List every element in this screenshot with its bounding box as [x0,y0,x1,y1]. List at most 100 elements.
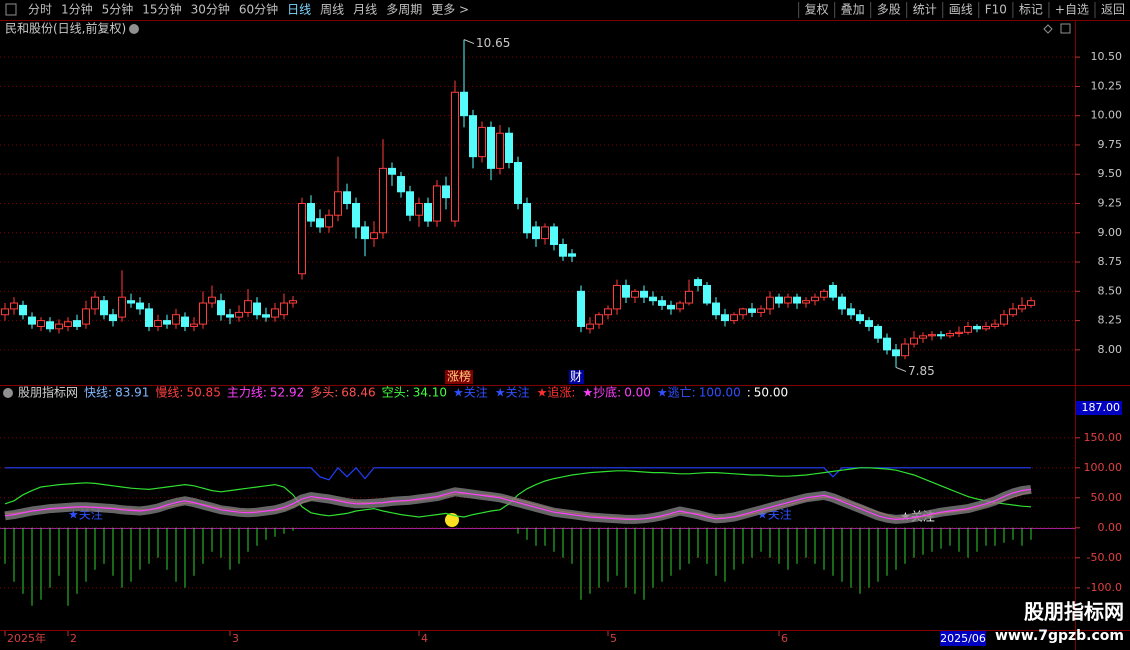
candle-body [235,311,243,318]
toolbar-item[interactable]: 5分钟 [102,2,134,17]
legend-value: 50.85 [186,386,220,400]
candle-body [811,296,819,302]
candle-body [730,314,738,322]
candle-body [496,132,504,169]
y-tick-label: 50.00 [1091,491,1123,504]
candle-body [982,325,990,330]
diamond-icon[interactable] [1043,24,1053,34]
candle-body [289,300,297,304]
toolbar-item[interactable]: 15分钟 [142,2,181,17]
candle-body [82,308,90,325]
toolbar-item[interactable]: 日线 [287,3,311,17]
candle-body [424,203,432,222]
max-pointer [463,39,475,45]
candle-body [1027,300,1035,306]
candle-body [433,185,441,222]
toolbar-item[interactable]: 多周期 [386,3,422,17]
indicator-menu[interactable] [3,388,13,398]
candle-body [784,296,792,304]
y-tick-label: 9.50 [1098,167,1123,180]
candle-body [136,302,144,310]
toolbar-item[interactable]: 60分钟 [239,2,278,17]
candle-body [127,300,135,304]
candle-body [532,226,540,240]
candle-body [379,167,387,234]
legend-name: 慢线: [155,386,183,400]
y-tick-label: 8.75 [1098,255,1123,268]
candle-body [559,243,567,257]
candle-body [55,323,63,330]
candle-body [190,323,198,327]
candle-body [658,300,666,306]
series-line [4,467,1032,518]
candle-body [100,300,108,316]
candle-body [181,316,189,327]
candle-body [820,290,828,298]
toolbar-item[interactable]: 复权 [805,3,829,17]
candle-body [568,253,576,257]
legend-value: 83.91 [115,386,149,400]
candle-body [838,296,846,310]
candle-body [892,349,900,357]
menu-icon[interactable] [5,3,17,16]
candle-body [73,320,81,327]
candle-body [262,314,270,318]
toolbar-item[interactable]: 分时 [28,3,52,17]
candle-body [469,115,477,158]
candle-body [451,91,459,222]
legend-value: 52.92 [270,386,304,400]
candle-body [352,203,360,228]
signal-dot [445,513,459,527]
candle-body [46,321,54,330]
toolbar-item[interactable]: 30分钟 [191,2,230,17]
toolbar-item[interactable]: 标记 [1019,3,1043,17]
candle-body [739,308,747,316]
candle-body [694,279,702,286]
legend-name: 空头: [382,386,410,400]
candle-body [577,290,585,327]
candle-body [703,284,711,304]
candle-body [361,226,369,240]
toolbar-item[interactable]: F10 [985,3,1007,17]
candle-body [406,191,414,216]
legend-value: 34.10 [413,386,447,400]
cursor-date: 2025/06 [940,632,986,645]
candle-body [928,334,936,337]
toolbar-item[interactable]: +自选 [1055,3,1089,17]
candle-body [514,162,522,204]
candle-body [478,126,486,158]
candle-body [856,314,864,322]
candle-body [649,296,657,302]
toolbar-item[interactable]: 画线 [949,3,973,17]
candle-body [28,316,36,325]
toolbar-item[interactable]: 统计 [913,3,937,17]
toolbar-item[interactable]: 返回 [1101,3,1125,17]
candle-body [154,320,162,327]
legend-name: : [747,386,751,400]
toolbar-item[interactable]: 更多 > [431,3,469,17]
toolbar-item[interactable]: 叠加 [841,3,865,17]
candle-body [415,203,423,216]
toolbar-item[interactable]: 周线 [320,3,344,17]
chart-title: 民和股份(日线,前复权) [5,21,126,36]
toolbar-item[interactable]: 月线 [353,3,377,17]
candle-body [955,331,963,334]
candle-body [631,290,639,298]
y-tick-label: 9.25 [1098,197,1123,210]
toolbar-item[interactable]: 多股 [877,3,901,17]
window-icon[interactable] [1060,23,1071,34]
candle-body [208,296,216,304]
x-tick-label: 6 [781,632,788,645]
candle-body [766,296,774,310]
title-menu[interactable] [129,24,139,34]
x-tick-label: 2025年 [7,631,46,645]
cursor-value-bg [1076,401,1122,415]
candle-body [748,308,756,313]
candle-body [487,126,495,169]
candle-body [325,214,333,228]
toolbar-item[interactable]: 1分钟 [61,2,93,17]
candle-body [505,132,513,164]
legend-name: ★抄底: [582,385,621,400]
y-tick-label: -50.00 [1087,551,1122,564]
